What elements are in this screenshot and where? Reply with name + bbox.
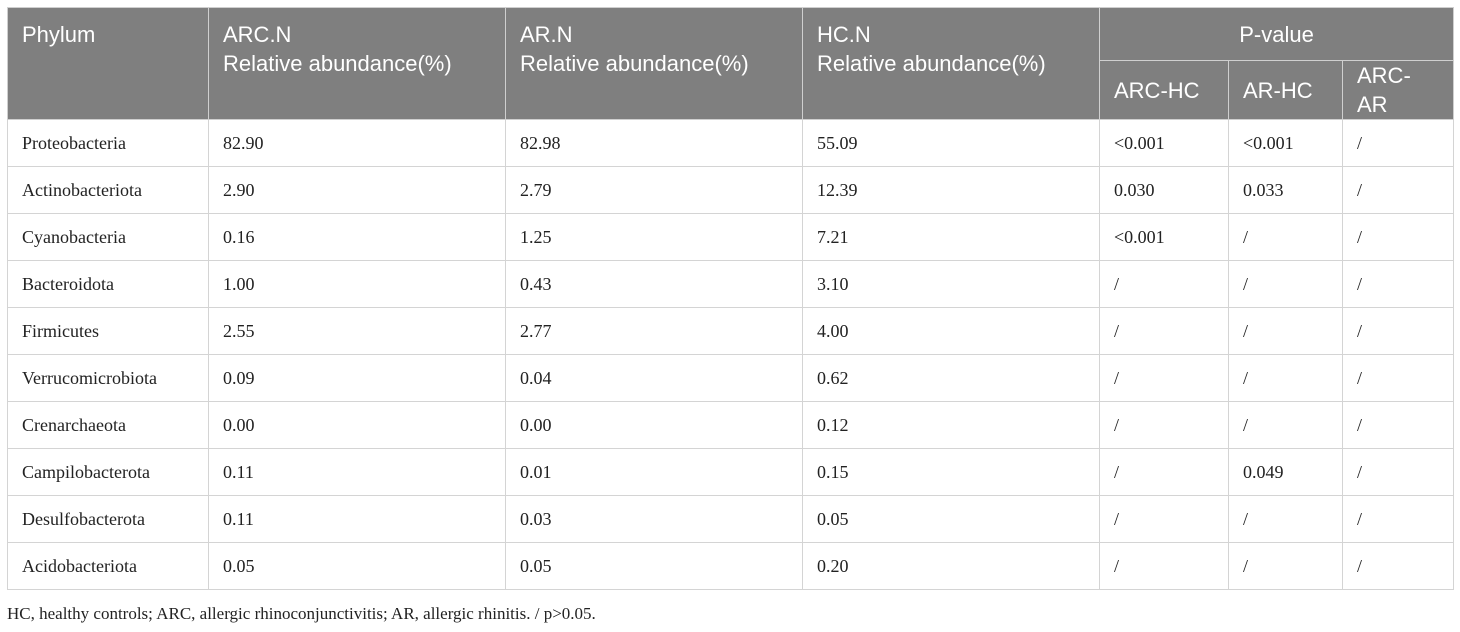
ar-value-cell: 1.25 [505, 213, 803, 261]
phylum-cell: Bacteroidota [7, 260, 209, 308]
phylum-cell: Desulfobacterota [7, 495, 209, 543]
ar-value-cell: 0.43 [505, 260, 803, 308]
hc-value-cell: 0.20 [802, 542, 1100, 590]
arc-value-cell: 82.90 [208, 119, 506, 167]
table-row: Desulfobacterota 0.11 0.03 0.05// / [7, 495, 1455, 543]
p-arc-ar-cell: / [1341, 542, 1455, 590]
header-arc-hc: ARC-HC [1099, 60, 1229, 120]
phylum-cell: Verrucomicrobiota [7, 354, 209, 402]
table-row: Actinobacteriota 2.90 2.79 12.39 0.030 0.033/ [7, 166, 1455, 214]
p-ar-hc-cell: / [1228, 542, 1343, 590]
p-arc-hc-cell: 0.030 [1099, 166, 1229, 214]
p-arc-hc-cell: / [1099, 542, 1229, 590]
hc-value-cell: 0.15 [802, 448, 1100, 496]
p-arc-ar-cell: / [1341, 354, 1455, 402]
table-row: Proteobacteria 82.90 82.98 55.09 <0.001 <0.00… [7, 119, 1455, 167]
p-arc-hc-cell: / [1099, 495, 1229, 543]
hc-value-cell: 12.39 [802, 166, 1100, 214]
abundance-table: Phylum ARC.N Relative abundance(%) AR.N … [7, 7, 1455, 590]
table-row: Campilobacterota 0.11 0.01 0.15/0.049/ [7, 448, 1455, 496]
p-arc-ar-cell: / [1341, 166, 1455, 214]
arc-value-cell: 0.05 [208, 542, 506, 590]
p-arc-ar-cell: / [1341, 213, 1455, 261]
phylum-cell: Actinobacteriota [7, 166, 209, 214]
hc-value-cell: 55.09 [802, 119, 1100, 167]
arc-value-cell: 0.09 [208, 354, 506, 402]
phylum-cell: Firmicutes [7, 307, 209, 355]
p-arc-ar-cell: / [1341, 307, 1455, 355]
p-arc-hc-cell: / [1099, 307, 1229, 355]
p-ar-hc-cell: / [1228, 307, 1343, 355]
hc-value-cell: 0.12 [802, 401, 1100, 449]
p-ar-hc-cell: <0.001 [1228, 119, 1343, 167]
p-ar-hc-cell: / [1228, 495, 1343, 543]
table-footnote: HC, healthy controls; ARC, allergic rhin… [7, 604, 596, 623]
ar-value-cell: 2.77 [505, 307, 803, 355]
p-arc-ar-cell: / [1341, 401, 1455, 449]
phylum-cell: Cyanobacteria [7, 213, 209, 261]
table-row: Firmicutes 2.55 2.77 4.00// / [7, 307, 1455, 355]
p-ar-hc-cell: 0.049 [1228, 448, 1343, 496]
hc-value-cell: 4.00 [802, 307, 1100, 355]
arc-value-cell: 0.11 [208, 448, 506, 496]
arc-value-cell: 0.16 [208, 213, 506, 261]
ar-value-cell: 0.03 [505, 495, 803, 543]
p-arc-ar-cell: / [1341, 495, 1455, 543]
arc-value-cell: 2.55 [208, 307, 506, 355]
p-arc-hc-cell: / [1099, 448, 1229, 496]
p-arc-hc-cell: <0.001 [1099, 119, 1229, 167]
ar-value-cell: 0.05 [505, 542, 803, 590]
header-ar: AR.N Relative abundance(%) [505, 7, 803, 120]
table-body: Proteobacteria 82.90 82.98 55.09 <0.001 <0.00… [7, 119, 1455, 590]
phylum-cell: Campilobacterota [7, 448, 209, 496]
arc-value-cell: 0.00 [208, 401, 506, 449]
table-row: Bacteroidota 1.00 0.43 3.10// / [7, 260, 1455, 308]
p-ar-hc-cell: / [1228, 354, 1343, 402]
arc-value-cell: 0.11 [208, 495, 506, 543]
ar-value-cell: 82.98 [505, 119, 803, 167]
p-arc-ar-cell: / [1341, 119, 1455, 167]
arc-value-cell: 1.00 [208, 260, 506, 308]
table-header: Phylum ARC.N Relative abundance(%) AR.N … [7, 7, 1455, 120]
phylum-cell: Crenarchaeota [7, 401, 209, 449]
p-ar-hc-cell: / [1228, 213, 1343, 261]
hc-value-cell: 3.10 [802, 260, 1100, 308]
table-row: Cyanobacteria 0.16 1.25 7.21 <0.001// [7, 213, 1455, 261]
p-ar-hc-cell: / [1228, 260, 1343, 308]
table-row: Acidobacteriota 0.05 0.05 0.20// / [7, 542, 1455, 590]
ar-value-cell: 0.01 [505, 448, 803, 496]
p-arc-hc-cell: / [1099, 354, 1229, 402]
ar-value-cell: 0.00 [505, 401, 803, 449]
p-arc-hc-cell: / [1099, 401, 1229, 449]
phylum-cell: Proteobacteria [7, 119, 209, 167]
table-row: Verrucomicrobiota 0.09 0.04 0.62// / [7, 354, 1455, 402]
hc-value-cell: 0.05 [802, 495, 1100, 543]
phylum-cell: Acidobacteriota [7, 542, 209, 590]
p-ar-hc-cell: / [1228, 401, 1343, 449]
ar-value-cell: 2.79 [505, 166, 803, 214]
hc-value-cell: 7.21 [802, 213, 1100, 261]
p-arc-ar-cell: / [1341, 260, 1455, 308]
p-arc-hc-cell: <0.001 [1099, 213, 1229, 261]
p-arc-hc-cell: / [1099, 260, 1229, 308]
header-pvalue: P-value [1098, 7, 1455, 61]
table-container: Phylum ARC.N Relative abundance(%) AR.N … [7, 7, 1455, 590]
ar-value-cell: 0.04 [505, 354, 803, 402]
table-row: Crenarchaeota 0.00 0.00 0.12// / [7, 401, 1455, 449]
header-ar-hc: AR-HC [1228, 60, 1343, 120]
hc-value-cell: 0.62 [802, 354, 1100, 402]
header-hc: HC.N Relative abundance(%) [802, 7, 1100, 120]
p-arc-ar-cell: / [1341, 448, 1455, 496]
p-ar-hc-cell: 0.033 [1228, 166, 1343, 214]
header-arc-ar: ARC-AR [1341, 60, 1455, 120]
arc-value-cell: 2.90 [208, 166, 506, 214]
header-arc: ARC.N Relative abundance(%) [208, 7, 506, 120]
header-phylum: Phylum [7, 7, 209, 120]
